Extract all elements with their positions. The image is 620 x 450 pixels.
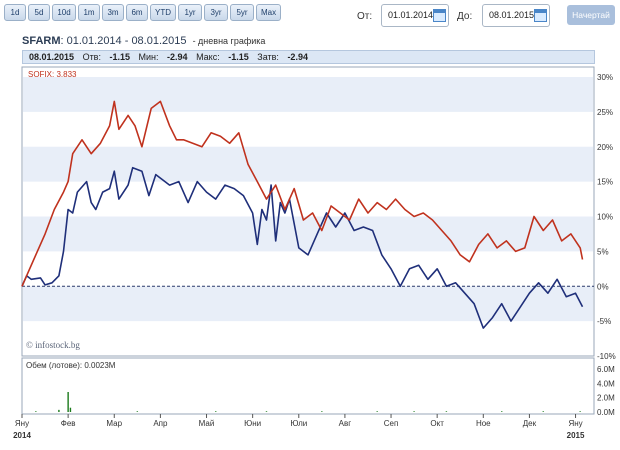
volume-bar <box>215 411 217 412</box>
range-button-max[interactable]: Max <box>256 4 282 21</box>
volume-bar <box>376 411 378 412</box>
stats-open: Отв: -1.15 <box>82 52 130 62</box>
from-date-field[interactable]: 01.01.2014 <box>381 4 449 27</box>
volume-tick-label: 2.0M <box>597 394 615 403</box>
calendar-icon[interactable] <box>433 9 446 22</box>
volume-tick-label: 0.0M <box>597 408 615 417</box>
grid-band <box>23 146 593 182</box>
y-tick-label: -5% <box>597 317 611 326</box>
legend-sofix: SOFIX: 3.833 <box>28 70 77 79</box>
volume-bar <box>445 411 448 412</box>
symbol: SFARM <box>22 35 61 47</box>
y-tick-label: 30% <box>597 73 613 82</box>
y-tick-label: 25% <box>597 108 613 117</box>
x-tick-label: Ное <box>476 419 491 428</box>
y-tick-label: 20% <box>597 143 613 152</box>
grid-band <box>23 77 593 112</box>
to-label: До: <box>457 11 473 22</box>
range-button-1d[interactable]: 1d <box>4 4 26 21</box>
volume-bar <box>413 411 415 412</box>
from-date-value: 01.01.2014 <box>388 10 434 20</box>
x-tick-label: Юли <box>290 419 307 428</box>
volume-bar <box>67 392 69 412</box>
grid-band <box>23 216 593 252</box>
x-tick-label: Дек <box>523 419 537 428</box>
range-button-10d[interactable]: 10d <box>52 4 76 21</box>
x-tick-label: Май <box>199 419 215 428</box>
x-tick-year: 2015 <box>567 431 585 440</box>
grid-band <box>23 286 593 322</box>
volume-bar <box>265 411 268 412</box>
volume-bar <box>501 411 503 412</box>
x-tick-label: Сеп <box>384 419 399 428</box>
volume-tick-label: 4.0M <box>597 379 615 388</box>
to-date-value: 08.01.2015 <box>489 10 535 20</box>
series-line-sofix <box>21 100 584 287</box>
range-button-3m[interactable]: 3m <box>102 4 124 21</box>
chart-mode: - дневна графика <box>192 36 266 46</box>
x-tick-year: 2014 <box>13 431 31 440</box>
volume-tick-label: 6.0M <box>597 365 615 374</box>
y-tick-label: 0% <box>597 282 609 291</box>
period: : 01.01.2014 - 08.01.2015 <box>60 35 187 47</box>
range-button-6m[interactable]: 6m <box>126 4 148 21</box>
range-button-5yr[interactable]: 5yr <box>230 4 254 21</box>
volume-bar <box>136 411 139 412</box>
from-label: От: <box>357 11 373 22</box>
y-tick-label: 5% <box>597 247 609 256</box>
x-tick-label: Апр <box>153 419 168 428</box>
range-button-1m[interactable]: 1m <box>78 4 100 21</box>
range-button-3yr[interactable]: 3yr <box>204 4 228 21</box>
watermark: © infostock.bg <box>26 340 80 350</box>
x-tick-label: Яну <box>568 419 582 428</box>
y-tick-label: -10% <box>597 352 616 361</box>
stats-min: Мин: -2.94 <box>138 52 188 62</box>
x-tick-label: Яну <box>15 419 29 428</box>
y-tick-label: 15% <box>597 178 613 187</box>
volume-bar <box>69 407 72 412</box>
x-tick-label: Авг <box>339 419 352 428</box>
chart-title: SFARM: 01.01.2014 - 08.01.2015 - дневна … <box>22 35 265 47</box>
stats-date: 08.01.2015 <box>29 52 75 62</box>
x-tick-label: Мар <box>106 419 122 428</box>
volume-frame <box>21 357 595 415</box>
calendar-icon[interactable] <box>534 9 547 22</box>
x-tick-label: Фев <box>61 419 76 428</box>
range-button-5d[interactable]: 5d <box>28 4 50 21</box>
stats-max: Макс: -1.15 <box>196 52 249 62</box>
y-tick-label: 10% <box>597 213 613 222</box>
volume-bar <box>35 411 37 412</box>
to-date-field[interactable]: 08.01.2015 <box>482 4 550 27</box>
volume-label: Обем (лотове): 0.0023M <box>26 361 116 370</box>
x-tick-label: Юни <box>244 419 261 428</box>
draw-button[interactable]: Начертай <box>567 5 615 25</box>
volume-bar <box>579 411 581 412</box>
range-toolbar: 1d 5d 10d 1m 3m 6m YTD 1yr 3yr 5yr Max <box>4 4 282 21</box>
series-line-sfarm <box>21 166 584 329</box>
volume-bar <box>58 409 60 412</box>
range-button-1yr[interactable]: 1yr <box>178 4 202 21</box>
x-tick-label: Окт <box>430 419 444 428</box>
stats-bar: 08.01.2015 Отв: -1.15 Мин: -2.94 Макс: -… <box>22 50 595 64</box>
volume-bar <box>542 411 544 412</box>
volume-bar <box>321 411 323 412</box>
range-button-ytd[interactable]: YTD <box>150 4 176 21</box>
stats-close: Затв: -2.94 <box>257 52 308 62</box>
